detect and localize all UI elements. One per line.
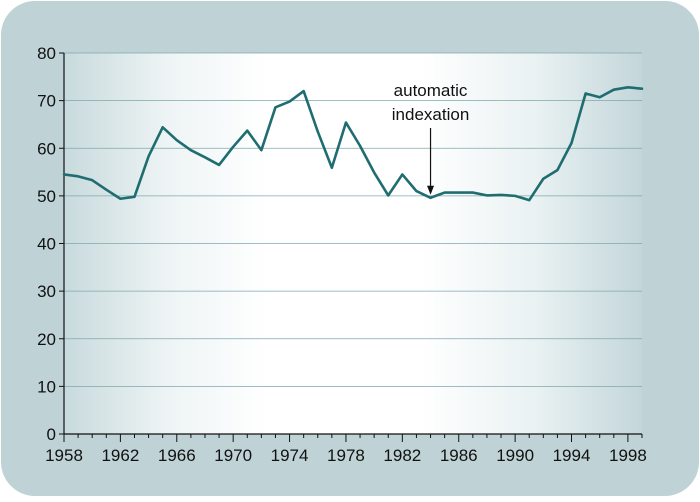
y-tick-label-40: 40 [37, 235, 56, 254]
x-tick-label-1970: 1970 [214, 446, 252, 465]
annotation-line-1: automatic [394, 81, 468, 100]
y-tick-label-50: 50 [37, 187, 56, 206]
x-tick-label-1998: 1998 [609, 446, 647, 465]
annotation-line-2: indexation [392, 105, 470, 124]
x-tick-label-1982: 1982 [383, 446, 421, 465]
y-tick-label-0: 0 [47, 425, 56, 444]
y-tick-label-60: 60 [37, 139, 56, 158]
x-tick-label-1994: 1994 [553, 446, 591, 465]
x-tick-label-1962: 1962 [101, 446, 139, 465]
y-tick-label-80: 80 [37, 44, 56, 63]
x-tick-label-1990: 1990 [496, 446, 534, 465]
x-tick-label-1986: 1986 [440, 446, 478, 465]
x-tick-label-1974: 1974 [271, 446, 309, 465]
y-tick-label-70: 70 [37, 92, 56, 111]
x-tick-label-1958: 1958 [45, 446, 83, 465]
y-tick-label-20: 20 [37, 330, 56, 349]
y-tick-label-10: 10 [37, 377, 56, 396]
y-tick-label-30: 30 [37, 282, 56, 301]
x-tick-label-1966: 1966 [158, 446, 196, 465]
x-tick-label-1978: 1978 [327, 446, 365, 465]
